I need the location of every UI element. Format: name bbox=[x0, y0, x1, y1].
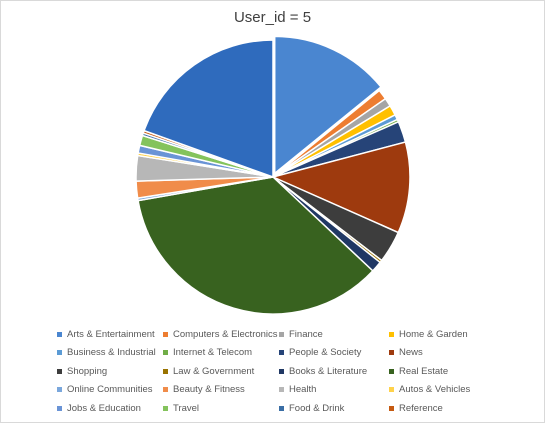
legend-item: Books & Literature bbox=[279, 362, 389, 381]
legend-label: Health bbox=[289, 384, 317, 396]
legend-swatch bbox=[389, 405, 394, 411]
legend-label: People & Society bbox=[289, 347, 362, 359]
legend-swatch bbox=[163, 331, 168, 337]
legend-swatch bbox=[163, 387, 168, 393]
legend-label: Shopping bbox=[67, 365, 108, 377]
legend-item: Home & Garden bbox=[389, 325, 489, 344]
legend-item: Online Communities bbox=[57, 381, 163, 400]
chart-legend: Arts & Entertainment Computers & Electron… bbox=[57, 325, 489, 418]
legend-swatch bbox=[57, 350, 62, 356]
legend-label: Business & Industrial bbox=[67, 347, 156, 359]
legend-item: Internet & Telecom bbox=[163, 344, 279, 363]
legend-item: Real Estate bbox=[389, 362, 489, 381]
legend-item: Jobs & Education bbox=[57, 399, 163, 418]
chart-title: User_id = 5 bbox=[233, 9, 312, 26]
legend-label: Internet & Telecom bbox=[173, 347, 253, 359]
legend-label: Food & Drink bbox=[289, 402, 345, 414]
legend-item: Business & Industrial bbox=[57, 344, 163, 363]
legend-swatch bbox=[163, 350, 168, 356]
legend-item: Food & Drink bbox=[279, 399, 389, 418]
legend-swatch bbox=[279, 350, 284, 356]
legend-label: Online Communities bbox=[67, 384, 153, 396]
legend-swatch bbox=[163, 368, 168, 374]
pie-slice bbox=[273, 35, 383, 175]
legend-label: Beauty & Fitness bbox=[173, 384, 245, 396]
legend-item: Reference bbox=[389, 399, 489, 418]
legend-label: Reference bbox=[399, 402, 443, 414]
legend-item: Computers & Electronics bbox=[163, 325, 279, 344]
legend-item: People & Society bbox=[279, 344, 389, 363]
legend-label: Finance bbox=[289, 328, 323, 340]
legend-item: News bbox=[389, 344, 489, 363]
legend-item: Travel bbox=[163, 399, 279, 418]
legend-swatch bbox=[389, 387, 394, 393]
legend-item: Shopping bbox=[57, 362, 163, 381]
legend-label: Real Estate bbox=[399, 365, 449, 377]
legend-label: Autos & Vehicles bbox=[399, 384, 471, 396]
legend-label: Travel bbox=[173, 402, 200, 414]
legend-label: News bbox=[399, 347, 423, 359]
legend-swatch bbox=[279, 387, 284, 393]
pie-slice bbox=[270, 141, 411, 234]
legend-swatch bbox=[57, 331, 62, 337]
legend-swatch bbox=[163, 405, 168, 411]
legend-swatch bbox=[57, 387, 62, 393]
legend-swatch bbox=[279, 405, 284, 411]
legend-label: Books & Literature bbox=[289, 365, 368, 377]
legend-swatch bbox=[389, 368, 394, 374]
legend-item: Health bbox=[279, 381, 389, 400]
legend-swatch bbox=[389, 350, 394, 356]
legend-item: Autos & Vehicles bbox=[389, 381, 489, 400]
legend-label: Jobs & Education bbox=[67, 402, 141, 414]
legend-swatch bbox=[279, 331, 284, 337]
legend-swatch bbox=[279, 368, 284, 374]
legend-item: Arts & Entertainment bbox=[57, 325, 163, 344]
legend-label: Computers & Electronics bbox=[173, 328, 278, 340]
legend-swatch bbox=[57, 405, 62, 411]
legend-label: Home & Garden bbox=[399, 328, 468, 340]
legend-swatch bbox=[57, 368, 62, 374]
legend-label: Arts & Entertainment bbox=[67, 328, 155, 340]
pie-slice bbox=[137, 176, 374, 315]
legend-item: Finance bbox=[279, 325, 389, 344]
legend-item: Law & Government bbox=[163, 362, 279, 381]
legend-item: Beauty & Fitness bbox=[163, 381, 279, 400]
pie-slice bbox=[143, 39, 274, 179]
legend-swatch bbox=[389, 331, 394, 337]
legend-label: Law & Government bbox=[173, 365, 255, 377]
